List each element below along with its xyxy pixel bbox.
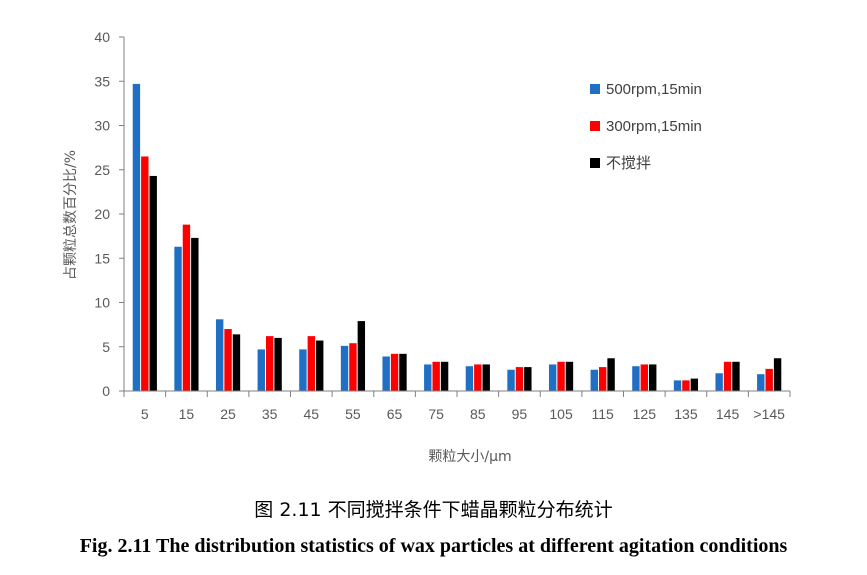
- bar: [732, 361, 740, 391]
- bar: [548, 364, 557, 391]
- bar: [432, 361, 440, 391]
- y-tick-label: 0: [102, 383, 110, 399]
- y-tick-label: 15: [94, 250, 110, 266]
- x-tick-label: 35: [262, 406, 278, 422]
- bar: [357, 321, 366, 391]
- bar: [299, 349, 307, 391]
- bar: [482, 364, 490, 391]
- x-tick-label: 125: [633, 406, 657, 422]
- bar: [474, 364, 482, 391]
- bar: [232, 334, 241, 391]
- bar: [673, 380, 682, 391]
- bar: [590, 369, 598, 391]
- bar: [274, 337, 282, 391]
- bar: [424, 364, 432, 391]
- y-axis-label: 占颗粒总数百分比/%: [63, 150, 79, 280]
- x-tick-label: 135: [674, 406, 698, 422]
- x-tick-label: 85: [470, 406, 486, 422]
- legend: 500rpm,15min 300rpm,15min 不搅拌: [590, 81, 702, 172]
- bar: [598, 367, 607, 391]
- bar: [399, 353, 407, 391]
- legend-label: 500rpm,15min: [606, 81, 702, 98]
- x-tick-label: 5: [141, 406, 149, 422]
- bar: [132, 83, 141, 391]
- bar: [765, 368, 773, 391]
- y-tick-label: 10: [94, 295, 110, 311]
- bar: [316, 340, 324, 391]
- figure-caption-chinese: 图 2.11 不同搅拌条件下蜡晶颗粒分布统计: [254, 499, 613, 521]
- legend-label: 300rpm,15min: [606, 118, 702, 135]
- bar: [607, 358, 615, 391]
- legend-swatch: [590, 84, 600, 94]
- x-tick-label: 145: [716, 406, 740, 422]
- bar: [349, 343, 357, 391]
- y-tick-label: 35: [94, 73, 110, 89]
- bar: [690, 378, 699, 391]
- bar: [773, 358, 782, 391]
- x-tick-label: 95: [512, 406, 528, 422]
- bar: [141, 156, 149, 391]
- y-tick-label: 5: [102, 339, 110, 355]
- x-tick-label: 105: [549, 406, 573, 422]
- bar: [307, 336, 316, 391]
- bar-chart: 0 5 10 15 20 25 30 35 40 5 15 25 35 45 55 65 75 85 95 105 1…: [63, 29, 791, 465]
- x-axis-label: 颗粒大小/μm: [428, 449, 511, 465]
- bar: [440, 361, 449, 391]
- x-tick-label: 45: [304, 406, 320, 422]
- bar: [182, 224, 191, 391]
- bar: [149, 175, 157, 391]
- legend-swatch: [590, 158, 600, 168]
- bar: [757, 374, 765, 391]
- bar: [723, 361, 732, 391]
- bar: [215, 319, 224, 391]
- bar: [390, 353, 399, 391]
- x-tick-label: >145: [753, 406, 785, 422]
- bar: [465, 366, 474, 391]
- bar: [715, 373, 723, 391]
- bar: [524, 367, 532, 391]
- figure-caption-english: Fig. 2.11 The distribution statistics of…: [79, 535, 788, 557]
- legend-swatch: [590, 121, 600, 131]
- bar-group: [132, 83, 782, 391]
- bar: [640, 364, 649, 391]
- bar: [565, 361, 574, 391]
- y-tick-label: 20: [94, 206, 110, 222]
- y-tick-label: 25: [94, 162, 110, 178]
- bar: [682, 380, 690, 391]
- y-axis-ticks: 0 5 10 15 20 25 30 35 40: [94, 29, 125, 399]
- bar: [649, 364, 657, 391]
- y-tick-label: 30: [94, 118, 110, 134]
- x-tick-label: 25: [220, 406, 236, 422]
- x-tick-label: 75: [428, 406, 444, 422]
- bar: [340, 345, 349, 391]
- x-axis: 5 15 25 35 45 55 65 75 85 95 105 115 125 135 145 >145: [123, 390, 791, 422]
- x-tick-label: 55: [345, 406, 361, 422]
- bar: [174, 246, 182, 391]
- x-tick-label: 65: [387, 406, 403, 422]
- x-tick-label: 15: [179, 406, 195, 422]
- y-tick-label: 40: [94, 29, 110, 45]
- bar: [382, 356, 390, 391]
- bar: [515, 367, 524, 391]
- bar: [257, 349, 265, 391]
- bar: [507, 369, 515, 391]
- bar: [265, 336, 274, 391]
- x-tick-label: 115: [592, 406, 615, 422]
- legend-label: 不搅拌: [606, 155, 651, 172]
- bar: [557, 361, 565, 391]
- bar: [191, 237, 199, 391]
- bar: [632, 366, 640, 391]
- bar: [224, 329, 232, 391]
